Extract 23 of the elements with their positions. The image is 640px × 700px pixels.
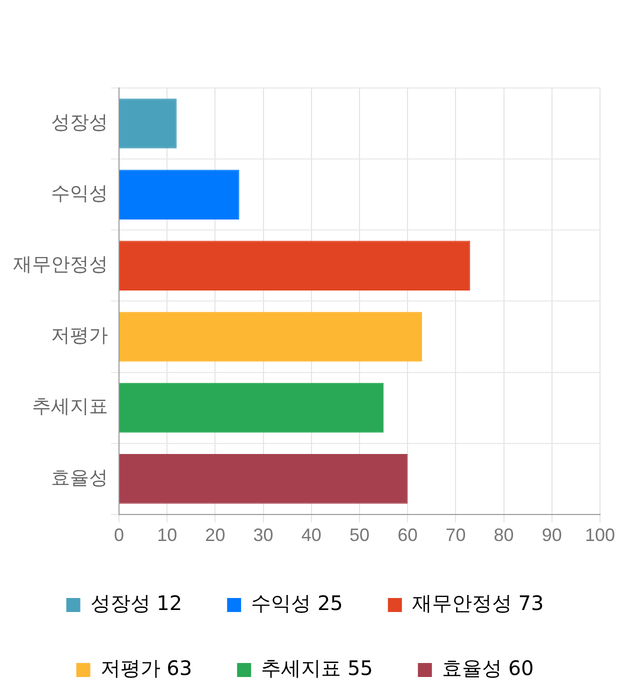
y-tick-label: 수익성: [51, 182, 108, 205]
y-tick-label: 효율성: [51, 466, 108, 489]
x-tick-label: 10: [157, 525, 178, 546]
x-tick-label: 70: [446, 525, 466, 546]
y-tick-label: 성장성: [51, 111, 108, 134]
x-tick-label: 50: [349, 525, 370, 546]
legend-label: 재무안정성 73: [412, 591, 544, 616]
legend-label: 저평가 63: [100, 656, 192, 680]
x-tick-label: 30: [253, 525, 274, 546]
y-tick-label: 추세지표: [32, 396, 108, 418]
x-tick-label: 80: [494, 525, 514, 546]
x-tick-label: 40: [301, 525, 322, 546]
y-tick-label: 재무안정성: [13, 254, 108, 276]
x-tick-label: 100: [584, 525, 616, 546]
x-tick-label: 0: [114, 525, 124, 546]
y-tick-label: 저평가: [51, 324, 108, 347]
legend-label: 추세지표 55: [261, 656, 373, 680]
x-tick-label: 60: [398, 525, 418, 546]
x-tick-label: 20: [205, 525, 226, 546]
legend-label: 수익성 25: [251, 591, 343, 616]
legend-label: 성장성 12: [90, 591, 182, 616]
legend-label: 효율성 60: [442, 656, 534, 680]
x-tick-label: 90: [542, 525, 562, 546]
